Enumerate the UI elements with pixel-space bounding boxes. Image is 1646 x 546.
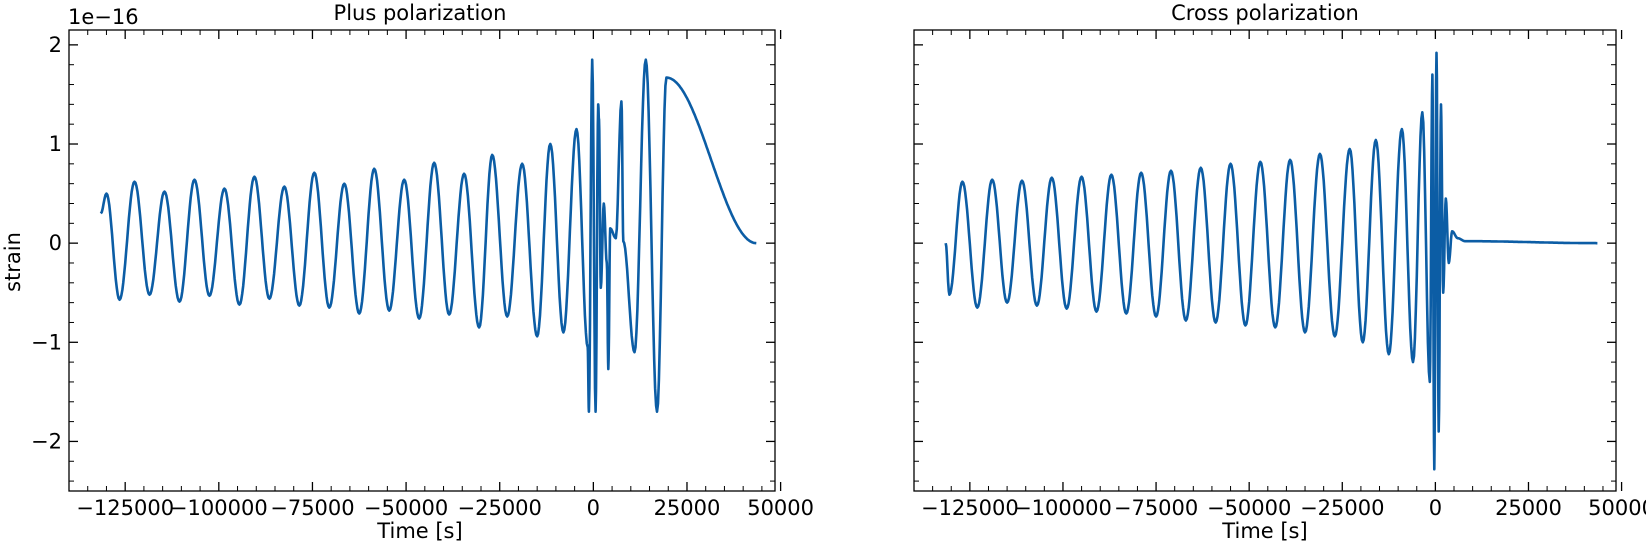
x-tick-label: −75000 [270, 496, 354, 520]
plot-frame [913, 29, 1617, 492]
x-tick-label: −100000 [1014, 496, 1112, 520]
x-tick-label: −25000 [1300, 496, 1384, 520]
y-axis-label: strain [1, 232, 25, 292]
series-line [944, 51, 1598, 471]
x-tick-label: 0 [1429, 496, 1442, 520]
x-tick-label: −75000 [1114, 496, 1198, 520]
x-axis-label: Time [s] [376, 519, 462, 543]
x-tick-label: 25000 [654, 496, 721, 520]
x-tick-label: −25000 [458, 496, 542, 520]
chart-title: Cross polarization [1171, 1, 1359, 25]
x-tick-label: 0 [587, 496, 600, 520]
x-tick-label: −100000 [170, 496, 268, 520]
x-tick-label: 25000 [1495, 496, 1562, 520]
x-tick-label: −125000 [921, 496, 1019, 520]
x-axis-label: Time [s] [1221, 519, 1307, 543]
y-tick-label: 2 [49, 33, 62, 57]
cross-polarization-panel: Cross polarization Time [s] −125000−1000… [913, 1, 1646, 543]
y-tick-label: −2 [31, 429, 62, 453]
series-line [99, 58, 757, 413]
x-tick-label: −50000 [1207, 496, 1291, 520]
x-tick-label: −125000 [76, 496, 174, 520]
x-tick-label: 50000 [747, 496, 814, 520]
x-tick-label: −50000 [364, 496, 448, 520]
y-tick-label: 1 [49, 132, 62, 156]
y-tick-label: −1 [31, 330, 62, 354]
y-offset-text: 1e−16 [68, 5, 139, 29]
chart-title: Plus polarization [334, 1, 507, 25]
y-tick-label: 0 [49, 231, 62, 255]
plus-polarization-panel: Plus polarization 1e−16 strain Time [s] … [1, 1, 814, 543]
x-tick-label: 50000 [1588, 496, 1646, 520]
plot-frame [68, 29, 776, 492]
